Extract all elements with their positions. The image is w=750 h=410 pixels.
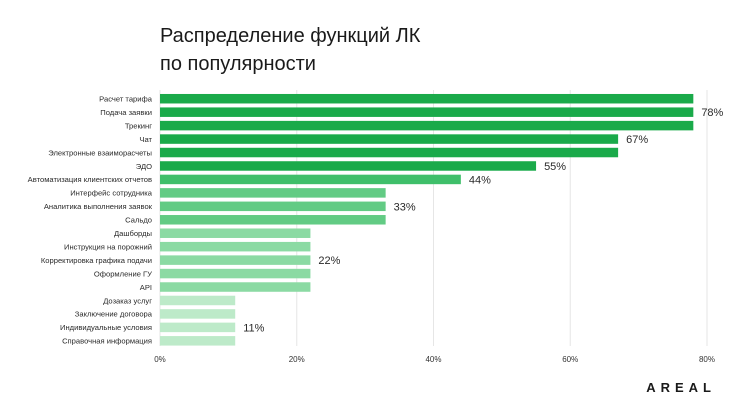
category-label: Аналитика выполнения заявок: [44, 202, 153, 211]
bar: [160, 309, 236, 319]
bar: [160, 215, 386, 225]
category-label: Оформление ГУ: [94, 269, 152, 278]
bar: [160, 268, 311, 279]
category-label: Расчет тарифа: [99, 95, 153, 104]
bar: [160, 336, 236, 346]
bar: [160, 282, 311, 292]
chart-title: Распределение функций ЛК по популярности: [160, 22, 580, 78]
category-label: Индивидуальные условия: [60, 323, 152, 332]
category-label: Подача заявки: [100, 108, 152, 117]
category-label: Справочная информация: [62, 337, 152, 346]
bar: [160, 120, 694, 131]
category-label: Дозаказ услуг: [103, 296, 152, 305]
areal-logo: AREAL: [646, 380, 716, 395]
bar: [160, 255, 311, 265]
bar: [160, 147, 619, 158]
category-label: Инструкция на порожний: [64, 242, 152, 251]
bar: [160, 161, 537, 171]
category-label: Заключение договора: [75, 310, 153, 319]
category-label: ЭДО: [136, 162, 152, 171]
category-label: Электронные взаиморасчеты: [48, 148, 152, 157]
data-label: 55%: [544, 161, 566, 173]
category-label: Сальдо: [125, 216, 152, 225]
x-tick-label: 0%: [154, 355, 166, 364]
bar: [160, 188, 386, 198]
category-label: Интерфейс сотрудника: [70, 189, 153, 198]
bar: [160, 174, 461, 185]
bar: [160, 93, 694, 104]
data-label: 11%: [243, 322, 264, 334]
bar: [160, 201, 386, 212]
category-label: Дашборды: [114, 229, 152, 238]
category-label: Корректировка графика подачи: [41, 256, 152, 265]
chart-title-line-2: по популярности: [160, 53, 316, 75]
bar: [160, 295, 236, 306]
bar: [160, 241, 311, 252]
bar: [160, 134, 619, 144]
data-label: 22%: [318, 255, 340, 267]
category-label: Чат: [139, 135, 152, 144]
bar: [160, 322, 236, 333]
x-tick-label: 40%: [425, 355, 441, 364]
category-label: Трекинг: [125, 121, 152, 130]
x-tick-label: 20%: [289, 355, 305, 364]
bar: [160, 228, 311, 238]
x-tick-label: 60%: [562, 355, 578, 364]
bar: [160, 107, 694, 117]
category-label: Автоматизация клиентских отчетов: [28, 175, 152, 184]
category-label: API: [140, 283, 152, 292]
data-label: 67%: [626, 134, 648, 146]
x-tick-label: 80%: [699, 355, 715, 364]
data-label: 44%: [469, 174, 491, 186]
data-label: 78%: [701, 107, 723, 119]
data-label: 33%: [394, 201, 416, 213]
chart-title-line-1: Распределение функций ЛК: [160, 25, 421, 47]
